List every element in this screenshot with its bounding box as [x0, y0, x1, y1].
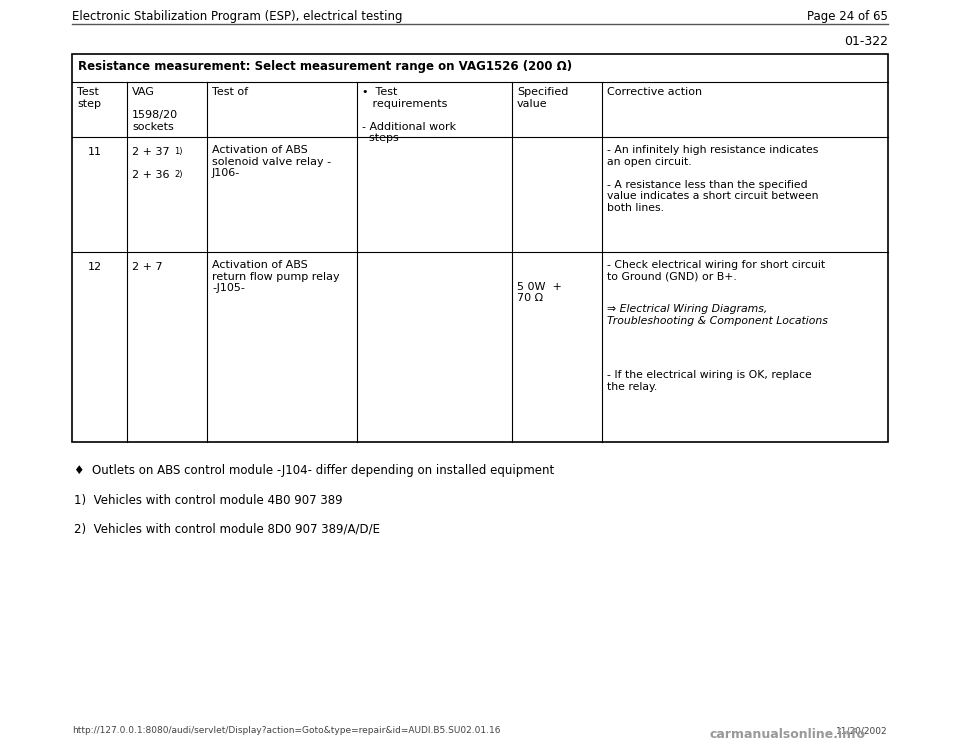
Text: Test
step: Test step [77, 87, 101, 108]
Text: 1)  Vehicles with control module 4B0 907 389: 1) Vehicles with control module 4B0 907 … [74, 494, 343, 507]
Text: 2)  Vehicles with control module 8D0 907 389/A/D/E: 2) Vehicles with control module 8D0 907 … [74, 522, 380, 535]
Text: 01-322: 01-322 [844, 35, 888, 48]
Text: ♦  Outlets on ABS control module -J104- differ depending on installed equipment: ♦ Outlets on ABS control module -J104- d… [74, 464, 554, 477]
Text: 1): 1) [174, 147, 182, 156]
Text: Test of: Test of [212, 87, 248, 97]
Text: carmanualsonline.info: carmanualsonline.info [710, 728, 866, 741]
Text: 2 + 36: 2 + 36 [132, 170, 173, 180]
Text: Corrective action: Corrective action [607, 87, 702, 97]
Text: ⇒ Electrical Wiring Diagrams,
Troubleshooting & Component Locations: ⇒ Electrical Wiring Diagrams, Troublesho… [607, 304, 828, 326]
Text: VAG

1598/20
sockets: VAG 1598/20 sockets [132, 87, 179, 132]
Text: - Check electrical wiring for short circuit
to Ground (GND) or B+.: - Check electrical wiring for short circ… [607, 260, 826, 282]
Text: Resistance measurement: Select measurement range on VAG1526 (200 Ω): Resistance measurement: Select measureme… [78, 60, 572, 73]
Text: 11/20/2002: 11/20/2002 [836, 726, 888, 735]
Text: 12: 12 [88, 262, 102, 272]
Text: Activation of ABS
return flow pump relay
-J105-: Activation of ABS return flow pump relay… [212, 260, 340, 293]
Text: Page 24 of 65: Page 24 of 65 [807, 10, 888, 23]
Text: 2): 2) [174, 170, 182, 179]
Text: 5 0W  +
70 Ω: 5 0W + 70 Ω [517, 281, 562, 303]
Text: Activation of ABS
solenoid valve relay -
J106-: Activation of ABS solenoid valve relay -… [212, 145, 331, 178]
Text: Specified
value: Specified value [517, 87, 568, 108]
Text: Electronic Stabilization Program (ESP), electrical testing: Electronic Stabilization Program (ESP), … [72, 10, 402, 23]
Text: - An infinitely high resistance indicates
an open circuit.

- A resistance less : - An infinitely high resistance indicate… [607, 145, 819, 213]
Text: http://127.0.0.1:8080/audi/servlet/Display?action=Goto&type=repair&id=AUDI.B5.SU: http://127.0.0.1:8080/audi/servlet/Displ… [72, 726, 500, 735]
Bar [72, 54, 888, 442]
Text: 2 + 37: 2 + 37 [132, 147, 173, 157]
Text: 2 + 7: 2 + 7 [132, 262, 162, 272]
Text: •  Test
   requirements

- Additional work
  steps: • Test requirements - Additional work st… [362, 87, 456, 143]
Text: 11: 11 [88, 147, 102, 157]
Text: - If the electrical wiring is OK, replace
the relay.: - If the electrical wiring is OK, replac… [607, 370, 812, 392]
